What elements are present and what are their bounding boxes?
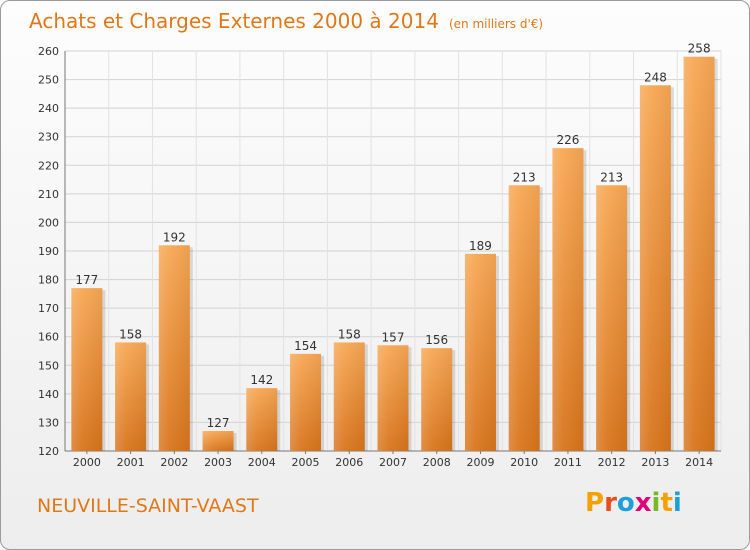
x-tick-label: 2013 (641, 456, 669, 469)
y-tick-label: 230 (38, 131, 59, 144)
y-tick-label: 250 (38, 74, 59, 87)
chart-title: Achats et Charges Externes 2000 à 2014 (e… (29, 9, 543, 33)
y-tick-label: 160 (38, 331, 59, 344)
data-label: 142 (250, 373, 273, 387)
x-tick-label: 2003 (204, 456, 232, 469)
bar-shine (202, 431, 234, 451)
x-tick-label: 2010 (510, 456, 538, 469)
bar-shine (115, 342, 147, 451)
y-tick-label: 220 (38, 159, 59, 172)
data-label: 157 (382, 330, 405, 344)
x-tick-label: 2002 (160, 456, 188, 469)
data-label: 127 (207, 416, 230, 430)
x-tick-label: 2014 (685, 456, 713, 469)
x-tick-label: 2009 (466, 456, 494, 469)
bar-shine (683, 56, 715, 451)
data-label: 177 (75, 273, 98, 287)
x-tick-label: 2012 (598, 456, 626, 469)
y-tick-label: 260 (38, 45, 59, 58)
y-tick-label: 210 (38, 188, 59, 201)
bar-shine (421, 348, 453, 451)
x-tick-label: 2005 (292, 456, 320, 469)
commune-name: NEUVILLE-SAINT-VAAST (37, 495, 259, 517)
bar-shine (290, 353, 322, 451)
bar-shine (639, 85, 671, 452)
bar-shine (464, 253, 496, 451)
y-tick-label: 190 (38, 245, 59, 258)
y-tick-label: 180 (38, 274, 59, 287)
data-label: 156 (425, 333, 448, 347)
bar-shine (333, 342, 365, 451)
data-label: 213 (600, 170, 623, 184)
bars (71, 56, 718, 452)
x-tick-label: 2011 (554, 456, 582, 469)
bar-shine (552, 148, 584, 451)
x-tick-label: 2001 (117, 456, 145, 469)
y-tick-label: 240 (38, 102, 59, 115)
y-tick-label: 200 (38, 216, 59, 229)
data-label: 192 (163, 230, 186, 244)
data-label: 213 (513, 170, 536, 184)
x-tick-label: 2006 (335, 456, 363, 469)
proxiti-logo: Proxiti (585, 488, 682, 518)
data-label: 158 (338, 327, 361, 341)
data-label: 158 (119, 327, 142, 341)
x-tick-label: 2000 (73, 456, 101, 469)
y-tick-label: 130 (38, 416, 59, 429)
bar-shine (377, 345, 409, 451)
bar-shine (71, 288, 103, 451)
data-label: 226 (556, 133, 579, 147)
x-tick-label: 2007 (379, 456, 407, 469)
data-label: 189 (469, 239, 492, 253)
y-tick-label: 140 (38, 388, 59, 401)
axes: 120 130 140 150 160 170 180 190 200 210 220 230 240 2… (38, 45, 721, 469)
chart-subtitle: (en milliers d'€) (448, 17, 544, 31)
y-tick-label: 150 (38, 359, 59, 372)
x-tick-label: 2008 (423, 456, 451, 469)
data-label: 154 (294, 339, 317, 353)
y-tick-label: 120 (38, 445, 59, 458)
data-label: 258 (688, 42, 711, 56)
bar-shine (246, 388, 278, 451)
bar-shine (596, 185, 628, 452)
data-label: 248 (644, 70, 667, 84)
x-tick-label: 2004 (248, 456, 276, 469)
chart-title-text: Achats et Charges Externes 2000 à 2014 (29, 9, 439, 33)
bar-shine (508, 185, 540, 452)
y-tick-label: 170 (38, 302, 59, 315)
data-labels: 177 158 192 127 142 154 158 157 156 189 213 226 213 2… (75, 42, 710, 430)
bar-shine (158, 245, 190, 451)
